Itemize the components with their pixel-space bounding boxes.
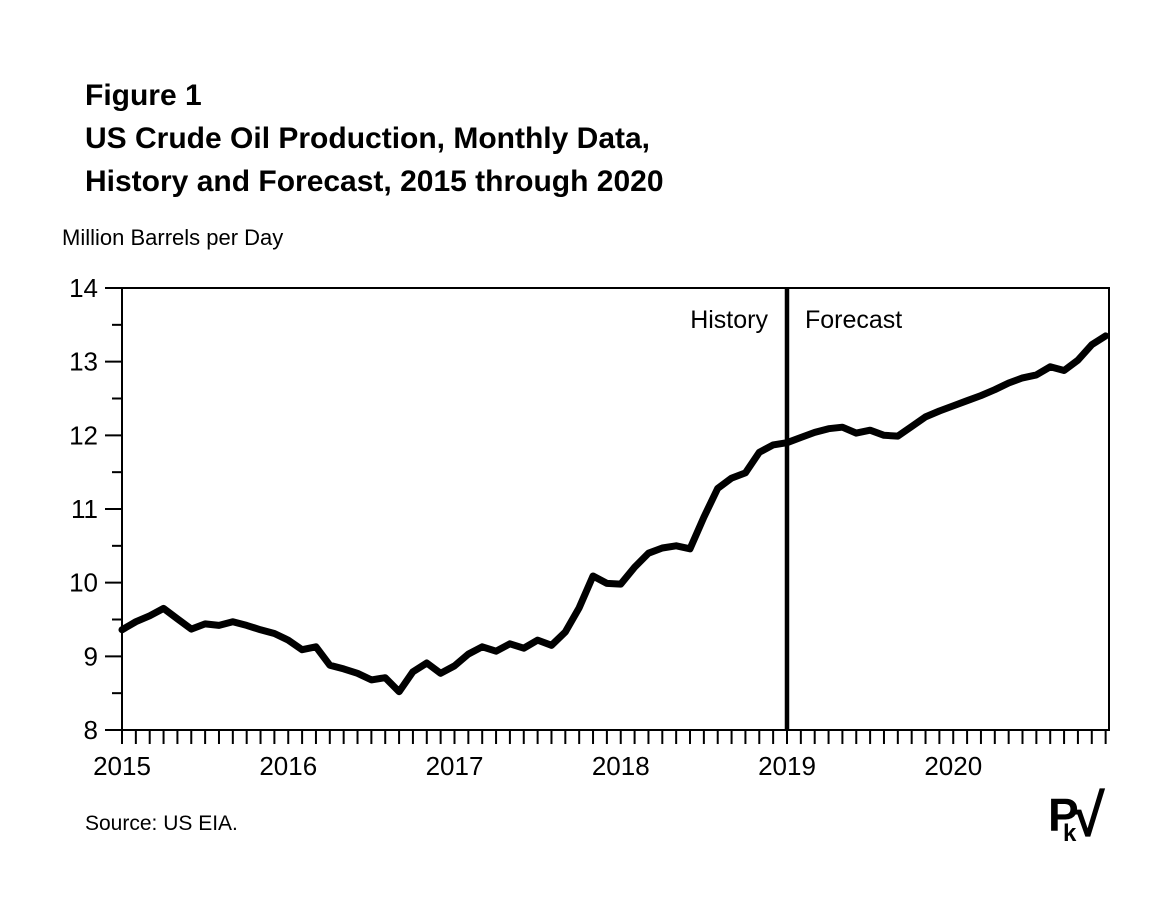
plot-frame — [121, 287, 1110, 731]
y-axis-unit-label: Million Barrels per Day — [62, 225, 284, 250]
logo-radical-icon: √ — [1072, 782, 1105, 849]
history-region-label: History — [690, 306, 768, 334]
y-tick-label: 9 — [84, 641, 98, 671]
y-tick-label: 13 — [69, 347, 98, 377]
y-tick-label: 8 — [84, 715, 98, 745]
forecast-region-label: Forecast — [805, 306, 903, 334]
figure-title: Figure 1 US Crude Oil Production, Monthl… — [85, 74, 664, 203]
logo-letter-k: k — [1063, 820, 1077, 847]
y-tick-label: 12 — [69, 420, 98, 450]
source-note: Source: US EIA. — [85, 812, 238, 835]
x-year-label: 2019 — [758, 751, 816, 781]
y-tick-label: 10 — [69, 568, 98, 598]
pkverleger-logo: P k √ — [1048, 786, 1128, 862]
figure-number: Figure 1 — [85, 79, 202, 112]
logo-letter-p: P — [1048, 789, 1079, 841]
figure-title-line2: US Crude Oil Production, Monthly Data, — [85, 122, 651, 155]
y-tick-label: 11 — [71, 494, 98, 524]
y-tick-label: 14 — [69, 273, 98, 303]
x-year-label: 2016 — [259, 751, 317, 781]
x-year-label: 2020 — [924, 751, 982, 781]
x-year-label: 2018 — [592, 751, 650, 781]
x-year-label: 2017 — [426, 751, 484, 781]
production-data-line — [118, 332, 1110, 696]
figure-title-line3: History and Forecast, 2015 through 2020 — [85, 165, 664, 198]
x-year-label: 2015 — [93, 751, 151, 781]
